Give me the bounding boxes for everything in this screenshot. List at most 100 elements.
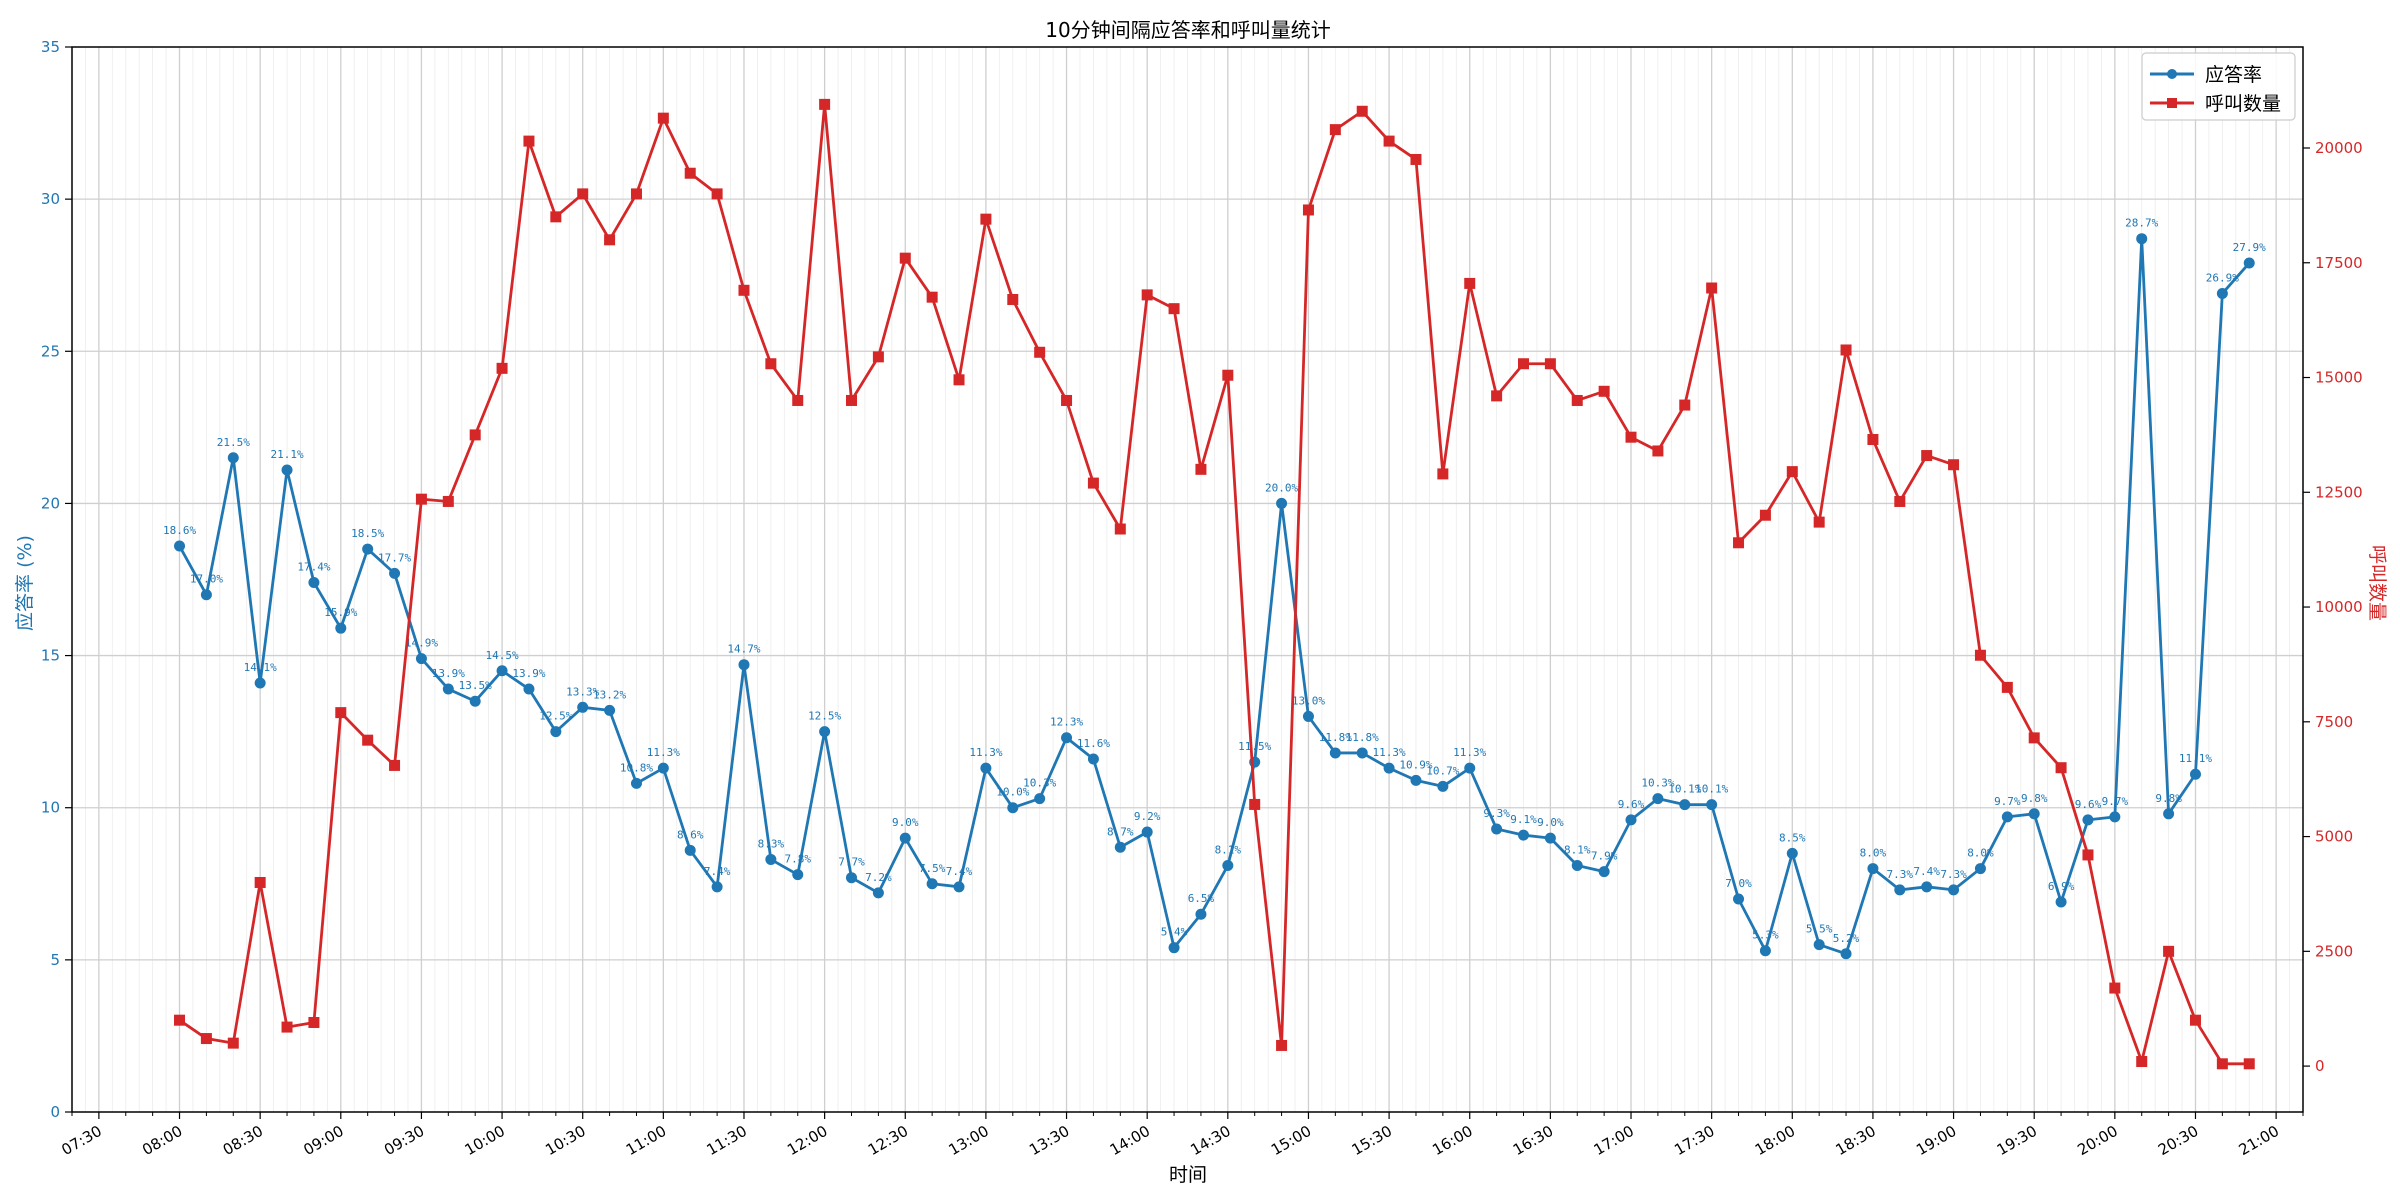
answer-rate-data-label: 9.0% [1537, 816, 1564, 829]
y-left-tick-label: 20 [41, 494, 60, 512]
answer-rate-point [2189, 768, 2201, 780]
answer-rate-point [1974, 863, 1986, 875]
x-tick-label: 14:00 [1107, 1122, 1153, 1159]
answer-rate-data-label: 12.5% [539, 710, 572, 723]
call-volume-point [1706, 282, 1718, 294]
call-volume-point [1491, 390, 1503, 402]
answer-rate-point [415, 653, 427, 665]
answer-rate-data-label: 9.7% [1994, 795, 2021, 808]
answer-rate-data-label: 13.5% [459, 679, 492, 692]
answer-rate-data-label: 17.7% [378, 551, 411, 564]
answer-rate-data-label: 11.8% [1346, 731, 1379, 744]
y-right-tick-label: 5000 [2315, 828, 2353, 846]
answer-rate-point [604, 704, 616, 716]
answer-rate-data-label: 11.1% [2179, 752, 2212, 765]
answer-rate-point [1329, 747, 1341, 759]
answer-rate-point [1114, 841, 1126, 853]
y-left-tick-label: 30 [41, 190, 60, 208]
x-tick-label: 12:30 [865, 1122, 911, 1159]
answer-rate-data-label: 11.8% [1319, 731, 1352, 744]
answer-rate-point [819, 726, 831, 738]
call-volume-point [362, 734, 374, 746]
answer-rate-data-label: 7.4% [1913, 865, 1940, 878]
legend-item-answer-rate: 应答率 [2150, 64, 2262, 86]
answer-rate-point [550, 726, 562, 738]
answer-rate-data-label: 8.1% [1215, 844, 1242, 857]
answer-rate-point [1007, 802, 1019, 814]
call-volume-point [415, 493, 427, 505]
answer-rate-data-label: 8.6% [677, 828, 704, 841]
answer-rate-point [335, 622, 347, 634]
y-axis-right-label: 呼叫数量 [2366, 545, 2388, 621]
answer-rate-data-label: 5.3% [1752, 929, 1779, 942]
call-volume-point [1464, 277, 1476, 289]
call-volume-point [254, 876, 266, 888]
answer-rate-point [1276, 497, 1288, 509]
call-volume-point [1007, 293, 1019, 305]
answer-rate-data-label: 6.9% [2048, 880, 2075, 893]
call-volume-point [174, 1014, 186, 1026]
call-volume-point [765, 358, 777, 370]
call-volume-point [281, 1021, 293, 1033]
call-volume-point [1114, 523, 1126, 535]
answer-rate-point [523, 683, 535, 695]
answer-rate-point [1222, 860, 1234, 872]
x-tick-label: 10:30 [542, 1122, 588, 1159]
answer-rate-data-label: 11.6% [1077, 737, 1110, 750]
x-tick-label: 20:00 [2074, 1122, 2120, 1159]
call-volume-point [1195, 463, 1207, 475]
answer-rate-point [281, 464, 293, 476]
answer-rate-point [469, 695, 481, 707]
answer-rate-point [2163, 808, 2175, 820]
call-volume-point [1974, 649, 1986, 661]
y-right-tick-label: 17500 [2315, 254, 2363, 272]
call-volume-point [1087, 477, 1099, 489]
y-left-tick-label: 5 [50, 951, 60, 969]
answer-rate-data-label: 11.3% [1373, 746, 1406, 759]
call-volume-point [1921, 450, 1933, 462]
x-tick-label: 14:30 [1187, 1122, 1233, 1159]
call-volume-point [657, 112, 669, 124]
answer-rate-data-label: 12.5% [808, 710, 841, 723]
x-tick-label: 18:30 [1832, 1122, 1878, 1159]
answer-rate-data-label: 9.7% [2102, 795, 2129, 808]
call-volume-point [1652, 445, 1664, 457]
call-volume-point [1948, 459, 1960, 471]
call-volume-point [2243, 1058, 2255, 1070]
answer-rate-data-label: 11.3% [969, 746, 1002, 759]
answer-rate-point [1061, 732, 1073, 744]
answer-rate-point [1491, 823, 1503, 835]
y-left-tick-label: 10 [41, 799, 60, 817]
y-right-tick-label: 7500 [2315, 713, 2353, 731]
legend-label-answer-rate: 应答率 [2205, 64, 2262, 86]
call-volume-point [2136, 1056, 2148, 1068]
call-volume-point [496, 362, 508, 374]
legend-marker-square-icon [2167, 98, 2177, 108]
answer-rate-point [1733, 893, 1745, 905]
answer-rate-point [1356, 747, 1368, 759]
answer-rate-point [2028, 808, 2040, 820]
answer-rate-point [1679, 799, 1691, 811]
call-volume-point [1571, 394, 1583, 406]
x-tick-label: 20:30 [2155, 1122, 2201, 1159]
answer-rate-point [1464, 762, 1476, 774]
plot-frame [71, 46, 2304, 1113]
answer-rate-point [1571, 860, 1583, 872]
x-tick-label: 19:00 [1913, 1122, 1959, 1159]
answer-rate-data-label: 9.1% [1510, 813, 1537, 826]
call-volume-point [2001, 681, 2013, 693]
x-tick-label: 13:00 [945, 1122, 991, 1159]
call-volume-point [523, 135, 535, 147]
call-volume-point [604, 234, 616, 246]
answer-rate-point [738, 659, 750, 671]
answer-rate-data-label: 7.8% [784, 853, 811, 866]
answer-rate-point [926, 878, 938, 890]
answer-rate-data-label: 7.3% [1887, 868, 1914, 881]
call-volume-point [926, 291, 938, 303]
answer-rate-point [308, 577, 320, 589]
answer-rate-point [1383, 762, 1395, 774]
x-tick-label: 19:30 [1994, 1122, 2040, 1159]
answer-rate-point [1813, 939, 1825, 951]
answer-rate-data-label: 5.5% [1806, 923, 1833, 936]
